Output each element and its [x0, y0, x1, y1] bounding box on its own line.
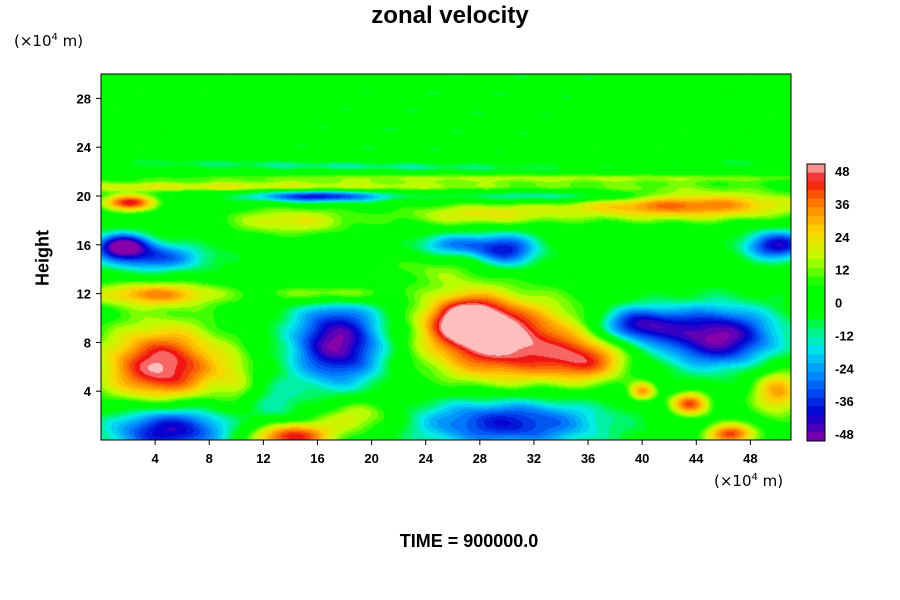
x-tick-label: 4	[152, 451, 160, 466]
colorbar-swatch	[807, 172, 825, 182]
x-tick-label: 44	[689, 451, 704, 466]
colorbar-swatch	[807, 189, 825, 200]
x-tick-label: 40	[635, 451, 649, 466]
x-tick-label: 24	[418, 451, 433, 466]
colorbar-swatch	[807, 181, 825, 191]
colorbar-swatch	[807, 259, 825, 269]
x-tick-label: 8	[206, 451, 213, 466]
x-tick-label: 28	[473, 451, 487, 466]
colorbar-swatch	[807, 337, 825, 347]
y-tick-label: 28	[77, 91, 91, 106]
y-tick-label: 8	[84, 335, 91, 350]
colorbar-swatch	[807, 406, 825, 416]
colorbar-swatch	[807, 276, 825, 286]
colorbar-swatch	[807, 345, 825, 355]
colorbar-swatch	[807, 397, 825, 407]
x-tick-label: 32	[527, 451, 541, 466]
y-tick-label: 24	[77, 140, 92, 155]
colorbar-swatch	[807, 241, 825, 252]
colorbar-tick-label: -48	[835, 427, 854, 442]
colorbar-border	[806, 163, 826, 442]
colorbar-swatch	[807, 380, 825, 390]
colorbar-swatch	[807, 423, 825, 433]
x-tick-label: 12	[256, 451, 270, 466]
colorbar-tick-label: -24	[835, 361, 855, 376]
colorbar-tick-label: 36	[835, 197, 849, 212]
colorbar-swatch	[807, 250, 825, 260]
x-tick-label: 36	[581, 451, 595, 466]
plot-frame	[100, 73, 792, 441]
colorbar-tick-label: -36	[835, 394, 854, 409]
x-axis-unit: (×104 m)	[714, 472, 784, 490]
plot-border	[100, 73, 792, 441]
colorbar-swatch	[807, 319, 825, 329]
time-label: TIME = 900000.0	[399, 531, 539, 551]
colorbar-swatch	[807, 302, 825, 312]
colorbar-swatch	[807, 207, 825, 217]
colorbar-tick-label: 24	[835, 230, 850, 245]
colorbar-swatch	[807, 311, 825, 321]
colorbar-swatch	[807, 233, 825, 243]
colorbar-swatch	[807, 293, 825, 303]
colorbar-swatch	[807, 354, 825, 364]
x-tick-label: 20	[364, 451, 378, 466]
colorbar-tick-label: -12	[835, 328, 854, 343]
colorbar-swatch	[807, 198, 825, 208]
y-axis-unit: (×104 m)	[14, 32, 84, 50]
heatmap-field	[101, 74, 791, 440]
colorbar-swatch	[807, 432, 825, 442]
colorbar-swatch	[807, 267, 825, 278]
colorbar-swatch	[807, 371, 825, 381]
x-tick-label: 16	[310, 451, 324, 466]
colorbar-swatch	[807, 164, 825, 174]
colorbar-swatch	[807, 389, 825, 399]
x-tick-label: 48	[743, 451, 757, 466]
colorbar-swatch	[807, 285, 825, 295]
y-tick-label: 16	[77, 238, 91, 253]
y-axis-ticks: 4 8 12 16 20 24 28	[77, 91, 101, 399]
colorbar-swatch	[807, 415, 825, 425]
colorbar-swatch	[807, 328, 825, 338]
colorbar-tick-label: 0	[835, 296, 842, 311]
chart-title: zonal velocity	[371, 2, 529, 29]
x-axis-ticks: 4 8 12 16 20 24 28 32 36 40 44 48	[152, 440, 758, 466]
colorbar-tick-label: 12	[835, 263, 849, 278]
y-tick-label: 4	[84, 384, 92, 399]
colorbar-swatch	[807, 363, 825, 373]
y-tick-label: 20	[77, 189, 91, 204]
colorbar: 48 36 24 12 0 -12 -24 -36 -48	[806, 163, 855, 442]
colorbar-swatch	[807, 215, 825, 226]
colorbar-swatch	[807, 224, 825, 234]
y-tick-label: 12	[77, 287, 91, 302]
colorbar-tick-label: 48	[835, 164, 849, 179]
